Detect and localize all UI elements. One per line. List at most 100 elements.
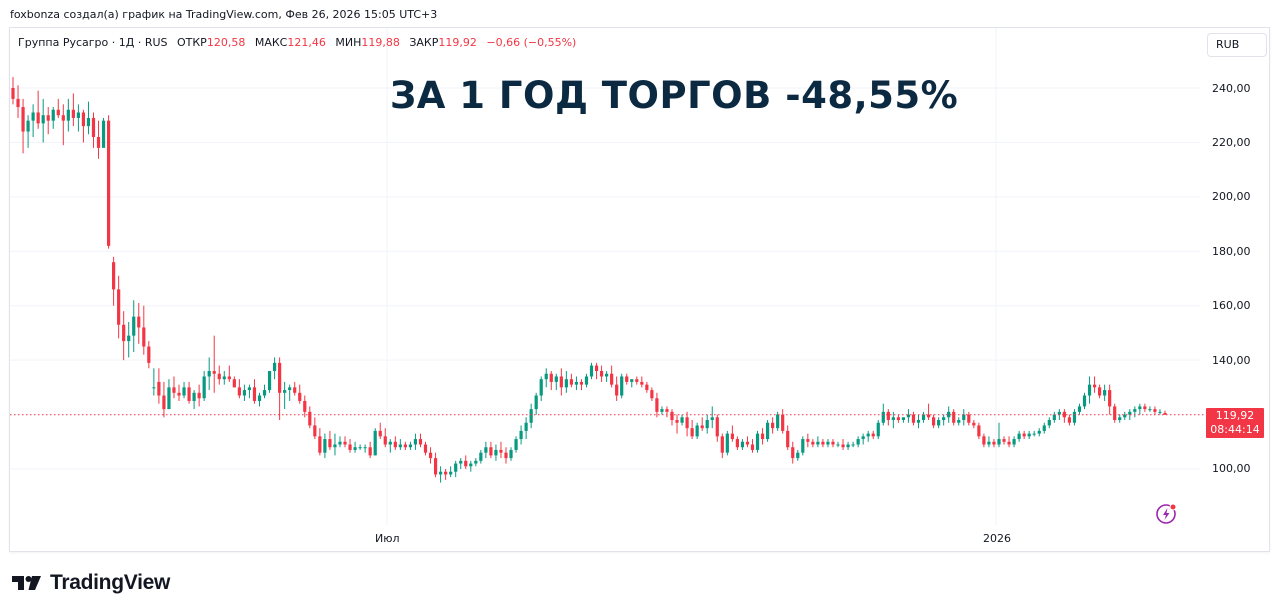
candle — [715, 417, 719, 437]
candle — [106, 120, 111, 246]
candle — [906, 414, 911, 418]
candle — [1037, 430, 1041, 434]
y-tick-200: 200,00 — [1212, 190, 1251, 203]
candle — [1027, 433, 1031, 437]
candle — [826, 441, 830, 445]
x-tick-jul: Июл — [375, 532, 400, 545]
x-tick-2026: 2026 — [983, 532, 1011, 545]
candle — [318, 436, 322, 453]
candle — [444, 471, 448, 475]
candle — [212, 371, 216, 374]
candle — [635, 379, 639, 382]
candle — [811, 441, 815, 445]
candle — [489, 447, 493, 456]
candle — [564, 379, 568, 388]
candle — [222, 376, 226, 380]
chart-credit: foxbonza создал(а) график на TradingView… — [10, 8, 438, 21]
candle — [891, 417, 895, 421]
candle — [705, 420, 709, 429]
candle — [760, 433, 765, 440]
candle — [1133, 409, 1137, 412]
candle — [303, 400, 307, 412]
candle — [66, 109, 70, 121]
candle — [690, 428, 694, 437]
change-value: −0,66 (−0,55%) — [486, 36, 577, 49]
candle — [192, 392, 196, 401]
candle — [328, 439, 332, 448]
brand-name: TradingView — [50, 571, 171, 594]
candle — [579, 381, 584, 385]
currency-button[interactable]: RUB — [1207, 33, 1267, 57]
candle — [11, 88, 15, 99]
candle — [1113, 406, 1117, 421]
candle — [926, 414, 931, 418]
candle — [519, 430, 523, 440]
candle — [157, 381, 161, 396]
candle — [514, 439, 518, 450]
candle — [816, 441, 820, 445]
candle — [876, 422, 880, 437]
candle — [1098, 387, 1102, 396]
candle — [26, 120, 30, 132]
candle — [227, 376, 231, 380]
candle — [896, 417, 900, 421]
y-tick-100: 100,00 — [1212, 462, 1251, 475]
candle — [1128, 411, 1132, 415]
symbol-label[interactable]: Группа Русагро · 1Д · RUS — [18, 36, 168, 49]
candle — [257, 395, 262, 401]
candle — [262, 390, 267, 396]
candle — [1158, 411, 1162, 413]
candle — [645, 384, 649, 391]
candle — [685, 417, 689, 429]
candle — [343, 441, 347, 445]
candle — [952, 411, 956, 423]
y-tick-160: 160,00 — [1212, 299, 1251, 312]
chart-frame — [9, 27, 1270, 552]
candle — [786, 430, 790, 448]
candle — [730, 433, 734, 440]
candle — [987, 441, 991, 445]
candle — [846, 444, 850, 448]
candle — [388, 441, 392, 445]
candle — [438, 471, 443, 475]
candle — [383, 436, 387, 445]
candle — [494, 449, 498, 456]
candle — [207, 371, 211, 377]
candle — [197, 392, 201, 399]
candle — [594, 365, 599, 372]
candle — [650, 390, 654, 399]
candle — [967, 414, 971, 423]
candle — [700, 425, 704, 429]
candle — [71, 109, 75, 118]
candle — [539, 379, 543, 396]
candle — [267, 371, 272, 391]
candle — [237, 387, 241, 396]
candle — [1163, 412, 1167, 415]
candle — [735, 439, 740, 448]
candle — [720, 436, 724, 453]
candle — [1057, 411, 1061, 415]
candle — [449, 471, 453, 475]
candle — [504, 452, 508, 459]
candle — [1108, 390, 1112, 407]
candle — [232, 379, 236, 388]
candle — [278, 362, 282, 393]
candle — [509, 449, 513, 459]
candle — [242, 390, 247, 396]
candle — [152, 387, 156, 389]
candle — [765, 422, 770, 440]
candle — [962, 414, 966, 421]
candle — [484, 447, 488, 453]
candle — [534, 395, 538, 410]
candle — [801, 439, 805, 453]
lightning-icon[interactable] — [1155, 502, 1179, 530]
candle — [398, 444, 402, 448]
candle — [433, 458, 438, 475]
tradingview-logo[interactable]: TradingView — [12, 571, 170, 595]
candle — [549, 373, 553, 382]
candle — [1092, 384, 1097, 388]
candle — [76, 112, 80, 118]
candle — [323, 439, 327, 453]
candle — [1022, 433, 1026, 437]
